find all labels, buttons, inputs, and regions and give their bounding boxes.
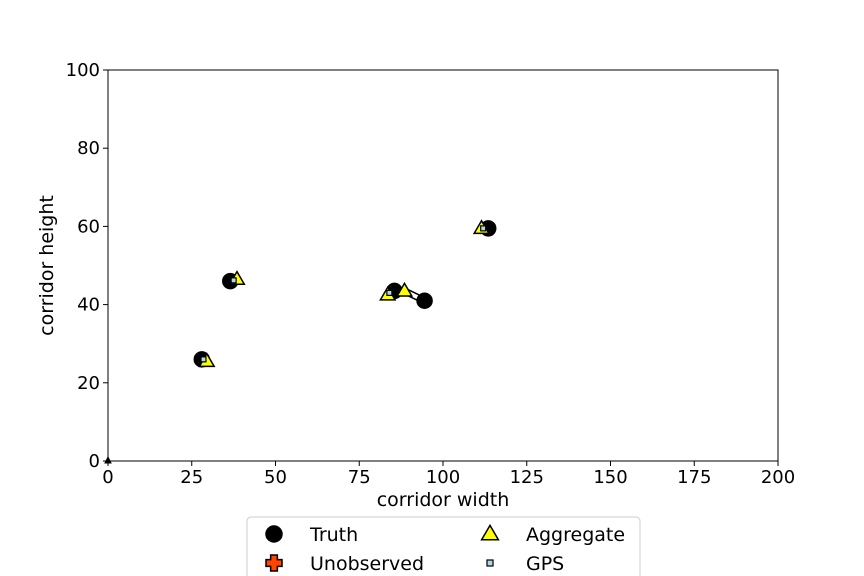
truth-point	[416, 292, 433, 309]
legend-label-aggregate: Aggregate	[526, 524, 625, 546]
gps-point	[480, 225, 487, 232]
y-axis-label: corridor height	[36, 195, 58, 336]
gps-point	[386, 289, 393, 296]
plot-area-frame	[107, 69, 779, 462]
x-axis-label: corridor width	[377, 489, 510, 511]
x-tick-label: 125	[510, 467, 544, 488]
legend-marker-aggregate	[480, 523, 500, 541]
x-tick-label: 75	[348, 467, 371, 488]
y-tick-label: 80	[77, 138, 100, 159]
x-tick-label: 150	[593, 467, 627, 488]
legend-marker-unobserved	[265, 554, 283, 572]
legend-marker-truth	[265, 525, 283, 543]
x-tick-label: 25	[180, 467, 203, 488]
legend-label-unobserved: Unobserved	[310, 553, 424, 575]
y-tick-label: 0	[89, 451, 100, 472]
marks-layer	[104, 219, 497, 464]
legend-marker-gps	[486, 559, 494, 567]
x-tick-label: 0	[102, 467, 113, 488]
legend-items: Truth Unobserved Aggregate GPS	[265, 523, 625, 575]
x-tick-label: 50	[264, 467, 287, 488]
x-tick-label: 100	[426, 467, 460, 488]
y-tick-label: 60	[77, 216, 100, 237]
gps-point	[200, 356, 207, 363]
links-layer	[198, 224, 492, 365]
y-tick-label: 20	[77, 373, 100, 394]
gps-point	[230, 277, 237, 284]
legend-label-truth: Truth	[309, 524, 358, 546]
y-tick-label: 40	[77, 295, 100, 316]
legend-frame	[246, 516, 641, 576]
ticks-layer: 0 25 50 75 100 125 150 175 200 0 20 40 60 80 100	[66, 60, 796, 488]
legend: Truth Unobserved Aggregate GPS	[246, 516, 641, 576]
x-tick-label: 175	[677, 467, 711, 488]
y-tick-label: 100	[66, 60, 100, 81]
aggregate-point	[395, 281, 414, 297]
x-tick-label: 200	[761, 467, 795, 488]
legend-label-gps: GPS	[526, 553, 564, 575]
